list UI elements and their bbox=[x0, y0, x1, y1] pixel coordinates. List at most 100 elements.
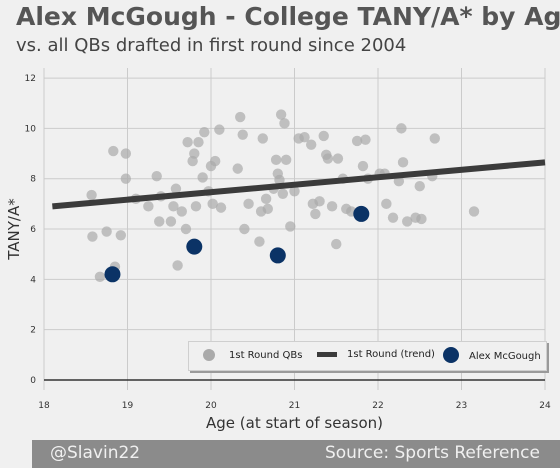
qb-point bbox=[154, 216, 165, 227]
qb-point bbox=[193, 137, 204, 148]
qb-point bbox=[151, 170, 162, 182]
qb-point bbox=[314, 196, 325, 207]
legend-label-qbs: 1st Round QBs bbox=[229, 349, 303, 361]
qb-point bbox=[170, 183, 182, 194]
y-tick-label: 2 bbox=[30, 326, 36, 336]
qb-point bbox=[143, 201, 154, 212]
qb-point bbox=[214, 124, 225, 135]
qb-point bbox=[197, 172, 208, 183]
qb-point bbox=[207, 198, 218, 210]
qb-point bbox=[299, 131, 310, 143]
y-tick-label: 4 bbox=[30, 275, 36, 285]
trend-line bbox=[52, 159, 546, 210]
qb-point bbox=[165, 216, 177, 227]
qb-point bbox=[199, 126, 210, 138]
mcgough-point bbox=[353, 205, 370, 222]
qb-point bbox=[260, 193, 272, 205]
qb-point bbox=[235, 111, 246, 123]
qb-point bbox=[87, 231, 98, 242]
qb-point bbox=[168, 201, 179, 212]
qb-point bbox=[232, 163, 243, 174]
qb-point bbox=[396, 123, 407, 134]
x-tick-label: 21 bbox=[289, 401, 300, 411]
qb-point bbox=[414, 181, 425, 192]
x-tick-label: 22 bbox=[372, 401, 383, 411]
qb-point bbox=[387, 212, 399, 223]
qb-point bbox=[402, 216, 413, 227]
qb-point bbox=[468, 206, 480, 217]
x-tick-label: 18 bbox=[38, 401, 50, 411]
qb-point bbox=[310, 208, 321, 220]
qb-point bbox=[182, 137, 193, 148]
qb-point bbox=[120, 148, 132, 159]
qb-point bbox=[94, 271, 106, 282]
qb-point bbox=[289, 186, 300, 197]
legend-swatch-qbs bbox=[203, 349, 215, 361]
mcgough-point bbox=[269, 247, 286, 264]
legend-label-mcgough: Alex McGough bbox=[469, 350, 541, 362]
qb-point bbox=[180, 223, 192, 235]
qb-point bbox=[429, 133, 440, 144]
chart-title: Alex McGough - College TANY/A* by Age bbox=[16, 2, 560, 31]
qb-point bbox=[176, 206, 187, 217]
y-tick-label: 8 bbox=[30, 175, 36, 185]
legend-label-trend: 1st Round (trend) bbox=[347, 349, 435, 360]
qb-point bbox=[172, 260, 183, 271]
legend-swatch-trend bbox=[317, 352, 337, 357]
qb-point bbox=[416, 213, 427, 225]
qb-point bbox=[262, 203, 273, 215]
y-tick-label: 10 bbox=[25, 124, 37, 134]
qb-point bbox=[275, 109, 287, 120]
qb-point bbox=[243, 198, 254, 210]
x-tick-label: 20 bbox=[205, 401, 217, 411]
qb-point bbox=[257, 133, 268, 144]
qb-point bbox=[115, 230, 127, 241]
qb-point bbox=[331, 238, 342, 250]
qb-point bbox=[306, 139, 317, 150]
qb-point bbox=[270, 154, 282, 166]
qb-point bbox=[322, 153, 334, 164]
qb-point bbox=[360, 134, 371, 145]
qb-point bbox=[280, 154, 292, 166]
qb-point bbox=[285, 221, 296, 232]
x-tick-label: 23 bbox=[456, 401, 467, 411]
chart-subtitle: vs. all QBs drafted in first round since… bbox=[16, 35, 407, 56]
qb-point bbox=[108, 145, 119, 157]
qb-point bbox=[237, 129, 248, 140]
qb-point bbox=[239, 223, 250, 235]
footer-source: Source: Sports Reference bbox=[324, 443, 540, 463]
qb-point bbox=[120, 173, 132, 184]
qb-point bbox=[357, 160, 369, 172]
x-axis-label: Age (at start of season) bbox=[206, 414, 383, 432]
qb-point bbox=[189, 148, 200, 159]
mcgough-point bbox=[104, 266, 121, 283]
qb-point bbox=[397, 157, 409, 168]
y-axis-label: TANY/A* bbox=[5, 198, 23, 261]
qb-point bbox=[318, 130, 329, 142]
legend-item-mcgough: Alex McGough bbox=[443, 347, 541, 363]
qb-point bbox=[86, 189, 97, 201]
qb-point bbox=[274, 174, 285, 186]
qb-point bbox=[101, 226, 112, 237]
footer-credit: @Slavin22 bbox=[50, 443, 141, 463]
qb-point bbox=[277, 188, 289, 199]
legend-swatch-mcgough bbox=[443, 347, 459, 363]
y-tick-label: 6 bbox=[30, 225, 36, 235]
qb-point bbox=[381, 198, 392, 210]
qb-point bbox=[351, 135, 363, 147]
legend-item-trend: 1st Round (trend) bbox=[317, 349, 435, 360]
footer-bar: @Slavin22 Source: Sports Reference bbox=[32, 440, 560, 468]
mcgough-point bbox=[186, 238, 203, 255]
qb-point bbox=[215, 202, 227, 213]
y-tick-label: 12 bbox=[25, 74, 36, 84]
y-tick-label: 0 bbox=[30, 376, 36, 386]
x-tick-label: 19 bbox=[122, 401, 134, 411]
qb-point bbox=[279, 118, 290, 129]
chart-legend: 1st Round QBs 1st Round (trend) Alex McG… bbox=[188, 341, 547, 371]
qb-point bbox=[190, 201, 202, 212]
qb-point bbox=[326, 201, 338, 212]
x-tick-label: 24 bbox=[539, 401, 551, 411]
qb-point bbox=[209, 155, 221, 167]
legend-item-qbs: 1st Round QBs bbox=[203, 349, 302, 361]
